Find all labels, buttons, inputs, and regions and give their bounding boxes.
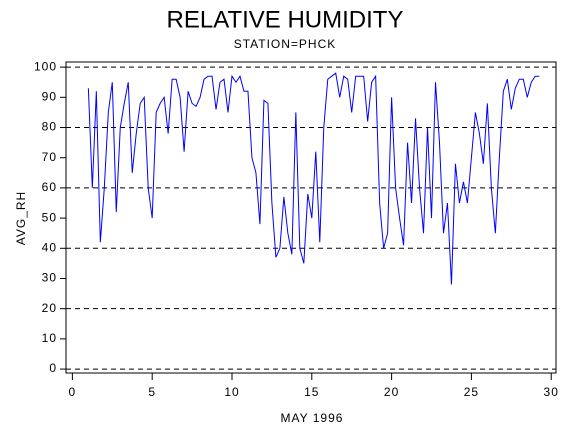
y-tick-label: 100 xyxy=(34,59,57,73)
y-tick-label: 80 xyxy=(42,120,57,134)
y-tick-label: 70 xyxy=(42,150,57,164)
y-tick-label: 10 xyxy=(42,331,57,345)
chart-subtitle: STATION=PHCK xyxy=(234,37,337,51)
plot-frame xyxy=(65,61,557,374)
x-tick-label: 5 xyxy=(148,385,156,399)
y-tick-label: 50 xyxy=(42,210,57,224)
x-tick-label: 15 xyxy=(304,385,319,399)
data-line xyxy=(87,72,540,285)
x-tick-label: 10 xyxy=(224,385,239,399)
x-axis-label: MAY 1996 xyxy=(281,411,344,425)
y-tick-label: 40 xyxy=(42,240,57,254)
y-tick-label: 90 xyxy=(42,89,57,103)
y-tick-label: 20 xyxy=(42,301,57,315)
y-tick-label: 60 xyxy=(42,180,57,194)
y-tick-label: 30 xyxy=(42,271,57,285)
x-tick-label: 0 xyxy=(69,385,77,399)
x-tick-label: 20 xyxy=(384,385,399,399)
x-tick-label: 30 xyxy=(544,385,559,399)
x-tick-label: 25 xyxy=(464,385,479,399)
y-axis-label: AVG_RH xyxy=(14,191,28,245)
chart-title: RELATIVE HUMIDITY xyxy=(167,6,404,33)
y-tick-label: 0 xyxy=(49,361,57,375)
